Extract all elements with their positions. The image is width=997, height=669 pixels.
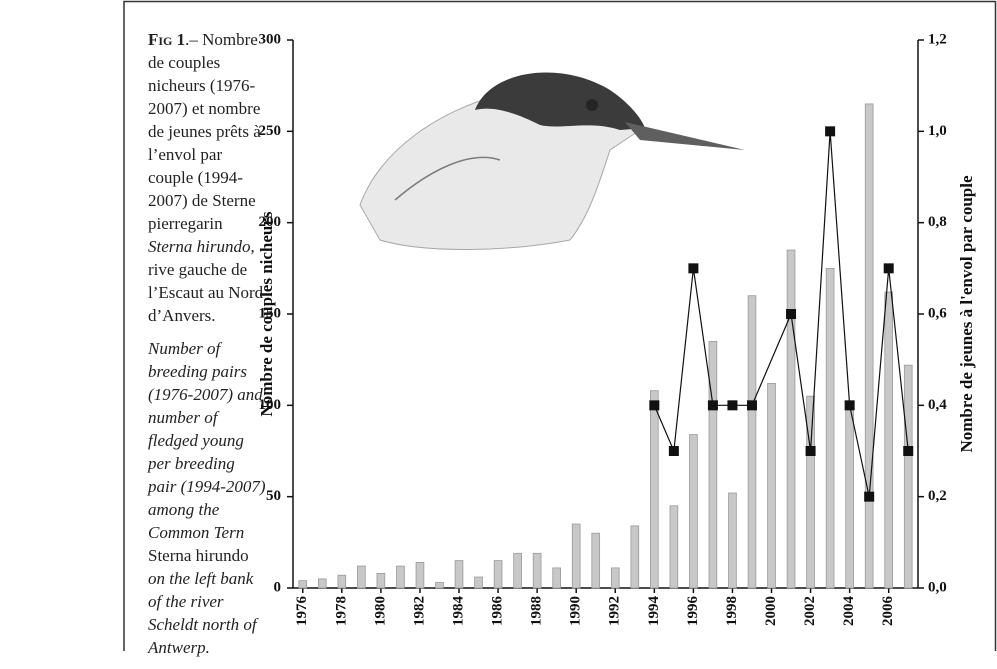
bar bbox=[669, 505, 679, 589]
caption-text: Number of breeding pairs (1976-2007) and… bbox=[148, 339, 266, 542]
bar bbox=[650, 390, 659, 589]
caption-english: Number of breeding pairs (1976-2007) and… bbox=[148, 337, 266, 659]
chart: Nombre de couples nicheurs Nombre de jeu… bbox=[123, 0, 997, 651]
y-axis-title: Nombre de couples nicheurs bbox=[257, 211, 276, 416]
bar bbox=[708, 340, 718, 589]
bar bbox=[571, 523, 581, 589]
figure-label: Fig 1 bbox=[148, 30, 186, 49]
x-tick-label: 1998 bbox=[724, 596, 740, 626]
y2-tick-label: 1,2 bbox=[928, 31, 947, 47]
bar bbox=[357, 565, 366, 589]
bar bbox=[474, 576, 483, 589]
y2-tick-label: 0,2 bbox=[928, 488, 947, 504]
bar bbox=[591, 532, 601, 589]
marker bbox=[883, 263, 894, 274]
x-tick-label: 1996 bbox=[685, 596, 701, 627]
x-tick-label: 1976 bbox=[294, 596, 310, 627]
y2-axis-title: Nombre de jeunes à l'envol par couple bbox=[957, 175, 976, 452]
x-tick-label: 1992 bbox=[607, 596, 623, 626]
bar bbox=[513, 552, 522, 589]
x-tick-label: 1982 bbox=[411, 596, 427, 626]
y2-tick-label: 0,8 bbox=[928, 214, 947, 230]
x-tick-label: 2006 bbox=[880, 596, 896, 627]
species: Sterna hirundo bbox=[148, 546, 249, 565]
bar bbox=[298, 580, 308, 589]
bar bbox=[806, 395, 815, 589]
bar bbox=[728, 492, 737, 589]
bar bbox=[767, 383, 776, 589]
caption: Fig 1.– Nombre de couples nicheurs (1976… bbox=[148, 28, 266, 669]
bar bbox=[376, 572, 386, 589]
x-tick-label: 1980 bbox=[372, 596, 388, 626]
y-tick-label: 0 bbox=[274, 579, 282, 595]
marker bbox=[805, 446, 816, 456]
bar bbox=[630, 525, 640, 589]
bar bbox=[317, 578, 327, 589]
x-tick-label: 1986 bbox=[490, 596, 506, 627]
y-tick-label: 150 bbox=[259, 305, 282, 321]
x-tick-label: 1984 bbox=[450, 596, 466, 627]
y-tick-label: 200 bbox=[259, 214, 282, 230]
marker bbox=[864, 491, 875, 502]
bar bbox=[747, 295, 757, 589]
bar bbox=[415, 562, 425, 589]
bar bbox=[689, 434, 698, 589]
marker bbox=[727, 400, 738, 411]
marker bbox=[707, 400, 718, 411]
y-tick-label: 250 bbox=[259, 123, 282, 139]
y-tick-label: 300 bbox=[259, 31, 282, 47]
x-tick-label: 1988 bbox=[529, 596, 545, 626]
caption-text: , rive gauche de l’Escaut au Nord d’Anve… bbox=[148, 237, 264, 325]
bar bbox=[884, 291, 894, 589]
bar bbox=[396, 565, 405, 589]
caption-text: on the left bank of the river Scheldt no… bbox=[148, 569, 257, 657]
tern-illustration bbox=[359, 72, 745, 250]
y-tick-label: 100 bbox=[259, 397, 282, 413]
x-tick-label: 1990 bbox=[568, 596, 584, 626]
x-tick-label: 2000 bbox=[763, 596, 779, 626]
bar bbox=[435, 582, 444, 589]
bar bbox=[493, 560, 503, 589]
y2-tick-label: 0,0 bbox=[928, 579, 947, 595]
bar bbox=[864, 103, 874, 589]
marker bbox=[688, 263, 699, 274]
bar bbox=[610, 567, 620, 589]
marker bbox=[844, 400, 855, 411]
x-tick-label: 2004 bbox=[841, 596, 857, 627]
species: Sterna hirundo bbox=[148, 237, 251, 256]
frame bbox=[123, 0, 997, 651]
marker bbox=[668, 446, 679, 456]
marker bbox=[786, 309, 797, 319]
x-tick-label: 2002 bbox=[802, 596, 818, 626]
bar bbox=[337, 574, 347, 589]
bar bbox=[552, 567, 561, 589]
bar bbox=[825, 267, 835, 589]
bar bbox=[532, 552, 542, 589]
y-tick-label: 50 bbox=[266, 488, 281, 504]
bar bbox=[845, 404, 854, 589]
marker bbox=[903, 446, 914, 456]
marker bbox=[825, 126, 836, 137]
bar bbox=[903, 364, 913, 589]
marker bbox=[649, 400, 660, 411]
x-tick-label: 1978 bbox=[333, 596, 349, 626]
bar bbox=[786, 249, 796, 589]
caption-french: Fig 1.– Nombre de couples nicheurs (1976… bbox=[148, 28, 266, 327]
y2-tick-label: 0,4 bbox=[928, 397, 947, 413]
y2-tick-label: 0,6 bbox=[928, 305, 947, 321]
x-tick-label: 1994 bbox=[646, 596, 662, 627]
marker bbox=[746, 400, 757, 411]
bar bbox=[454, 560, 464, 589]
caption-text: .– Nombre de couples nicheurs (1976-2007… bbox=[148, 30, 261, 233]
y2-tick-label: 1,0 bbox=[928, 123, 947, 139]
